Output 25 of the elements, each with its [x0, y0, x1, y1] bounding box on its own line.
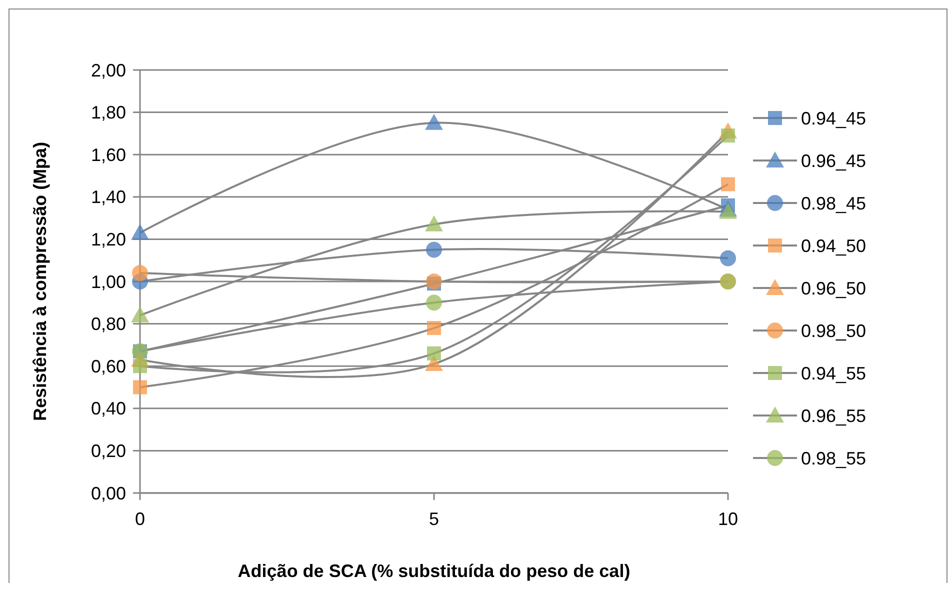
y-tick-label: 1,40: [90, 187, 126, 208]
legend-label: 0.96_45: [801, 150, 866, 171]
y-tick-label: 0,80: [90, 314, 126, 334]
legend-label: 0.98_55: [801, 448, 866, 468]
y-tick-label: 1,20: [90, 230, 126, 250]
legend-label: 0.94_50: [801, 236, 866, 256]
legend-label: 0.98_50: [801, 320, 866, 341]
y-tick-label: 0,00: [90, 483, 126, 504]
y-tick-label: 0,20: [90, 441, 126, 461]
legend-label: 0.94_55: [801, 363, 866, 384]
legend-label: 0.96_55: [801, 406, 866, 426]
y-axis-title: Resistência à compressão (Mpa): [30, 142, 50, 422]
y-tick-label: 1,00: [90, 272, 126, 292]
legend-label: 0.96_50: [801, 278, 866, 298]
legend-label: 0.98_45: [801, 193, 866, 214]
y-tick-label: 1,80: [90, 102, 126, 123]
x-tick-label: 10: [718, 509, 738, 529]
y-tick-label: 0,40: [90, 398, 126, 419]
x-tick-label: 0: [134, 509, 146, 529]
y-tick-label: 2,00: [90, 60, 126, 80]
legend-label: 0.94_45: [801, 108, 866, 128]
y-tick-label: 1,60: [90, 144, 126, 165]
x-axis-title: Adição de SCA (% substituída do peso de cal): [238, 561, 630, 581]
x-tick-label: 5: [428, 509, 440, 529]
y-tick-label: 0,60: [90, 356, 126, 376]
